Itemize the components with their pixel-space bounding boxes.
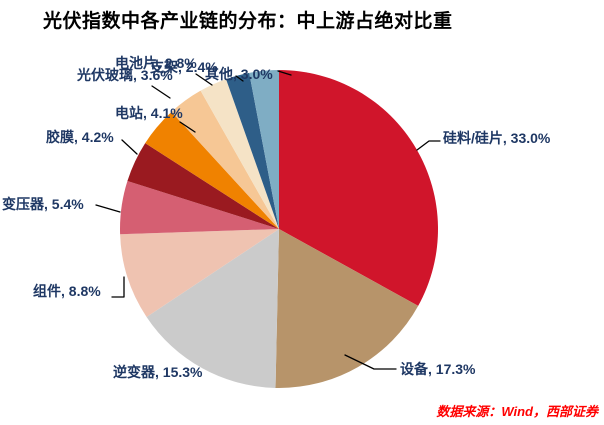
leader-line-film — [121, 139, 138, 155]
pie-slice-10 — [249, 70, 279, 229]
slice-label-cells: 电池片, 2.8% — [115, 55, 197, 71]
pie-slice-8 — [200, 79, 279, 229]
pie-slice-2 — [146, 229, 279, 388]
pie-slice-9 — [226, 72, 279, 229]
leader-line-cells — [195, 73, 213, 86]
leader-line-others — [277, 70, 292, 76]
pie-slice-0 — [279, 70, 438, 306]
slice-label-inverter: 逆变器, 15.3% — [113, 364, 203, 380]
slice-label-silicon: 硅料/硅片, 33.0% — [443, 130, 551, 146]
leader-lines — [95, 70, 441, 370]
slice-label-others: 其他, 3.0% — [205, 66, 273, 82]
pie-slice-7 — [171, 90, 279, 230]
leader-line-station — [179, 121, 196, 133]
slice-label-transformer: 变压器, 5.4% — [2, 196, 84, 212]
chart-title: 光伏指数中各产业链的分布：中上游占绝对比重 — [43, 11, 453, 32]
slice-label-glass: 光伏玻璃, 3.6% — [77, 67, 173, 83]
data-source: 数据来源：Wind，西部证券 — [436, 404, 598, 419]
leader-line-equipment — [344, 354, 397, 370]
pie-slice-5 — [127, 143, 279, 229]
slice-label-module: 组件, 8.8% — [33, 283, 101, 299]
leader-line-bracket — [235, 75, 244, 82]
leader-line-glass — [151, 85, 171, 99]
pie-slice-1 — [275, 229, 419, 388]
leader-line-transformer — [95, 204, 121, 213]
pie-slice-6 — [145, 111, 279, 229]
leader-line-module — [111, 276, 125, 298]
pie-slice-3 — [120, 229, 279, 317]
pie-slice-4 — [120, 181, 279, 235]
slice-label-equipment: 设备, 17.3% — [400, 361, 476, 377]
slice-label-film: 胶膜, 4.2% — [46, 129, 114, 145]
slice-label-station: 电站, 4.1% — [115, 105, 183, 121]
slice-label-bracket: 支架, 2.4% — [150, 59, 218, 75]
pie-wedges — [120, 70, 438, 388]
leader-line-silicon — [416, 140, 441, 151]
